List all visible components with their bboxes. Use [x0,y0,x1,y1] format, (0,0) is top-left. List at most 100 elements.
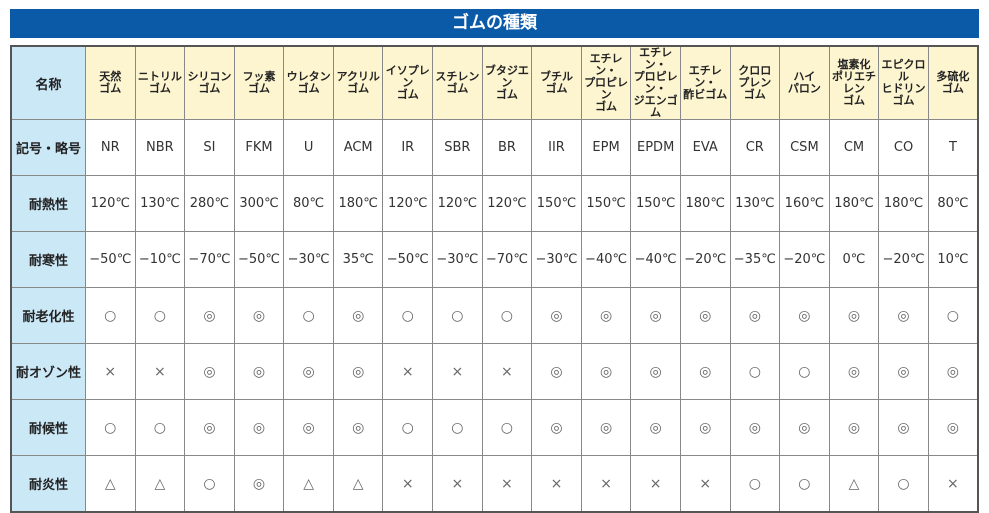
cell-ozone: ◎ [580,343,632,400]
cell-ozone: ◎ [828,343,880,400]
cell-flame: ○ [184,455,235,513]
row-header: 名称 [10,45,86,120]
row-header: 耐老化性 [10,287,86,344]
cell-cold: −20℃ [679,231,731,288]
cell-codes: CSM [779,119,830,176]
cell-flame: △ [332,455,384,513]
cell-heat: 180℃ [679,175,731,232]
cell-aging: ○ [134,287,186,344]
cell-ozone: ◎ [878,343,929,400]
cell-weather: ◎ [927,399,979,456]
cell-flame: △ [134,455,186,513]
cell-heat: 180℃ [828,175,880,232]
cell-cold: 35℃ [332,231,384,288]
cell-names: スチレン ゴム [432,45,483,120]
row-header: 耐熱性 [10,175,86,232]
cell-cold: −30℃ [531,231,582,288]
table-row-weather: 耐候性 ○ ○ ◎ ◎ ◎ ◎ ○ ○ ○ ◎ ◎ ◎ ◎ ◎ ◎ ◎ ◎ ◎ [10,399,979,456]
cell-heat: 130℃ [729,175,781,232]
cell-aging: ◎ [184,287,235,344]
cell-aging: ◎ [679,287,731,344]
cell-cold: −70℃ [184,231,235,288]
cell-weather: ◎ [679,399,731,456]
cell-aging: ○ [432,287,483,344]
cell-flame: ○ [729,455,781,513]
cell-weather: ◎ [332,399,384,456]
cell-names: ニトリル ゴム [134,45,186,120]
cell-ozone: ○ [729,343,781,400]
cell-weather: ○ [481,399,533,456]
cell-codes: SI [184,119,235,176]
cell-ozone: ◎ [531,343,582,400]
cell-codes: IR [382,119,434,176]
cell-heat: 130℃ [134,175,186,232]
cell-weather: ◎ [729,399,781,456]
cell-heat: 180℃ [878,175,929,232]
cell-weather: ◎ [630,399,681,456]
cell-aging: ◎ [531,287,582,344]
cell-names: シリコン ゴム [184,45,235,120]
cell-codes: CR [729,119,781,176]
cell-aging: ◎ [332,287,384,344]
cell-cold: −10℃ [134,231,186,288]
cell-cold: −50℃ [382,231,434,288]
cell-heat: 150℃ [630,175,681,232]
cell-names: エチレン・ 酢ビゴム [679,45,731,120]
cell-aging: ○ [927,287,979,344]
cell-names: ブタジエン ゴム [481,45,533,120]
cell-weather: ◎ [531,399,582,456]
cell-flame: × [481,455,533,513]
table-row-heat: 耐熱性 120℃ 130℃ 280℃ 300℃ 80℃ 180℃ 120℃ 120℃ 120℃ 15… [10,175,979,232]
cell-aging: ◎ [779,287,830,344]
cell-names: ウレタン ゴム [283,45,334,120]
row-header: 耐候性 [10,399,86,456]
cell-cold: −20℃ [779,231,830,288]
cell-cold: 10℃ [927,231,979,288]
cell-heat: 150℃ [531,175,582,232]
cell-cold: −40℃ [580,231,632,288]
cell-flame: △ [828,455,880,513]
table-row-ozone: 耐オゾン性 × × ◎ ◎ ◎ ◎ × × × ◎ ◎ ◎ ◎ ○ ○ ◎ ◎ ◎ [10,343,979,400]
cell-ozone: × [481,343,533,400]
cell-codes: EPDM [630,119,681,176]
cell-weather: ○ [432,399,483,456]
cell-flame: △ [283,455,334,513]
cell-codes: NR [85,119,136,176]
cell-names: エピクロル ヒドリン ゴム [878,45,929,120]
rubber-types-table: 名称 天然 ゴム ニトリル ゴム シリコン ゴム フッ素 ゴム ウレタン ゴム アクリル ゴ… [10,45,979,513]
cell-weather: ◎ [878,399,929,456]
cell-codes: U [283,119,334,176]
cell-codes: EVA [679,119,731,176]
cell-cold: −30℃ [432,231,483,288]
cell-aging: ◎ [630,287,681,344]
cell-aging: ○ [283,287,334,344]
cell-aging: ◎ [878,287,929,344]
cell-names: イソプレン ゴム [382,45,434,120]
cell-codes: IIR [531,119,582,176]
cell-aging: ◎ [580,287,632,344]
table-row-flame: 耐炎性 △ △ ○ ◎ △ △ × × × × × × × ○ ○ △ ○ × [10,455,979,513]
cell-heat: 80℃ [927,175,979,232]
cell-codes: BR [481,119,533,176]
cell-codes: CO [878,119,929,176]
cell-names: クロロ プレン ゴム [729,45,781,120]
cell-names: エチレン・ プロピレン・ ジエンゴム [630,45,681,120]
cell-names: 天然 ゴム [85,45,136,120]
cell-ozone: ◎ [283,343,334,400]
table-row-aging: 耐老化性 ○ ○ ◎ ◎ ○ ◎ ○ ○ ○ ◎ ◎ ◎ ◎ ◎ ◎ ◎ ◎ ○ [10,287,979,344]
cell-flame: × [679,455,731,513]
row-header: 耐寒性 [10,231,86,288]
cell-cold: 0℃ [828,231,880,288]
cell-names: フッ素 ゴム [233,45,285,120]
table-title: ゴムの種類 [10,9,979,38]
cell-flame: × [927,455,979,513]
cell-heat: 160℃ [779,175,830,232]
cell-codes: FKM [233,119,285,176]
cell-heat: 120℃ [85,175,136,232]
cell-names: アクリル ゴム [332,45,384,120]
cell-ozone: × [382,343,434,400]
cell-flame: ○ [779,455,830,513]
table-row-names: 名称 天然 ゴム ニトリル ゴム シリコン ゴム フッ素 ゴム ウレタン ゴム アクリル ゴ… [10,45,979,120]
cell-aging: ○ [85,287,136,344]
cell-codes: CM [828,119,880,176]
